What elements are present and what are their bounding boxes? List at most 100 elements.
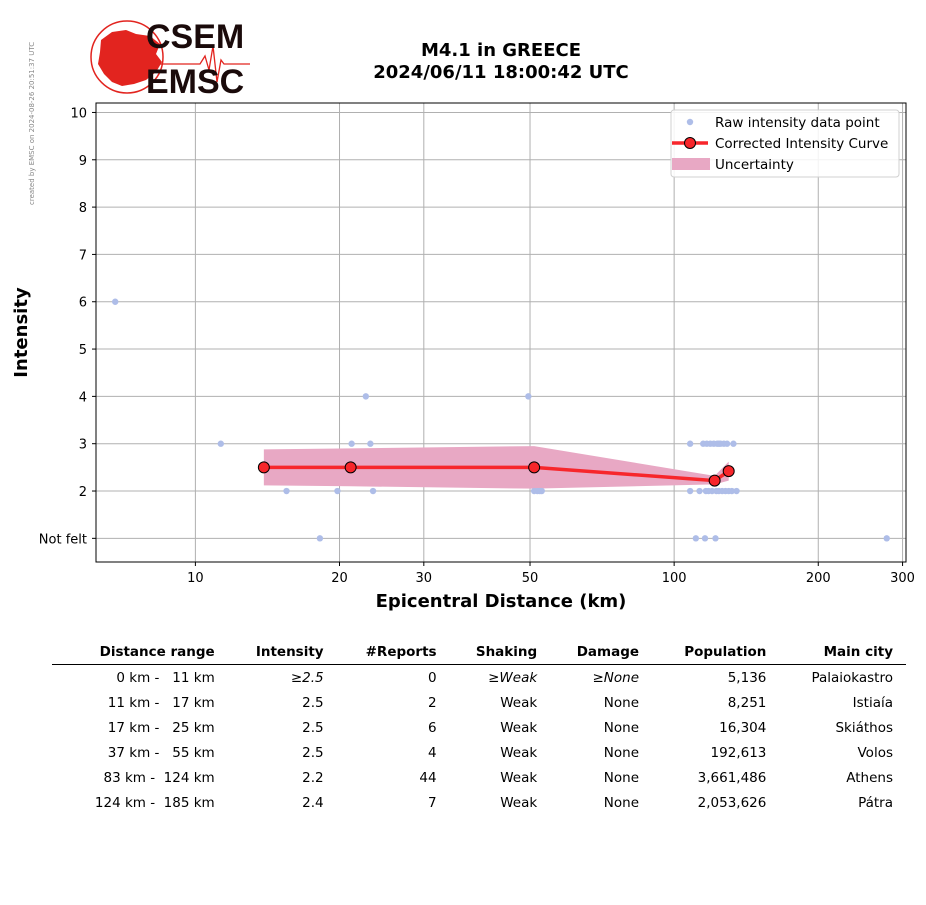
legend-label: Raw intensity data point: [715, 115, 880, 131]
raw-data-point: [316, 535, 324, 542]
table-header-cell: #Reports: [336, 640, 450, 665]
table-header-cell: Distance range: [52, 640, 228, 665]
table-cell-city: Volos: [857, 744, 894, 761]
table-cell-population: 2,053,626: [697, 794, 767, 811]
raw-data-point: [525, 393, 532, 400]
raw-data-point: [692, 535, 700, 542]
x-tick-label: 300: [890, 571, 915, 586]
legend-label: Corrected Intensity Curve: [715, 136, 888, 152]
table-cell-city: Pátra: [858, 794, 893, 811]
legend-raw-marker: [686, 118, 694, 126]
table-cell-damage: None: [603, 769, 640, 786]
raw-data-point: [696, 487, 703, 495]
table-cell-range: 83 km - 124 km: [103, 769, 215, 786]
y-tick-label: 5: [79, 343, 87, 358]
legend-box: [670, 109, 900, 178]
y-tick-label: 6: [79, 296, 87, 311]
chart-subtitle: 2024/06/11 18:00:42 UTC: [373, 62, 629, 83]
table-cell-range: 17 km - 25 km: [107, 719, 215, 736]
table-header-cell: Shaking: [449, 640, 551, 665]
curve-point: [344, 461, 357, 474]
table-cell-reports: 0: [427, 669, 437, 686]
raw-data-point: [733, 487, 740, 495]
table-cell-damage: None: [603, 694, 640, 711]
y-tick-label: 2: [79, 485, 87, 500]
table-cell-intensity: 2.5: [302, 744, 324, 761]
table-cell-intensity: 2.5: [302, 694, 324, 711]
table-cell-population: 3,661,486: [697, 769, 767, 786]
x-tick-label: 20: [331, 571, 348, 586]
raw-data-point: [701, 535, 709, 542]
logo-europe-map: [98, 30, 162, 86]
table-cell-reports: 44: [419, 769, 437, 786]
plot-frame: [95, 102, 907, 563]
raw-data-point: [367, 440, 374, 447]
y-axis-label: Intensity: [11, 287, 32, 378]
table-cell-intensity: 2.5: [302, 719, 324, 736]
raw-data-point: [538, 487, 545, 495]
corrected-curve: [257, 461, 735, 487]
table-header-cell: Population: [652, 640, 780, 665]
raw-data-point: [217, 440, 225, 447]
curve-point: [708, 474, 721, 487]
table-cell-shaking: Weak: [500, 694, 538, 711]
x-tick-label: 10: [187, 571, 204, 586]
table-header-cell: Intensity: [227, 640, 337, 665]
table-cell-damage: None: [603, 744, 640, 761]
table-cell-shaking: Weak: [500, 794, 538, 811]
table-cell-reports: 6: [427, 719, 437, 736]
logo-text-emsc: EMSC: [146, 63, 244, 101]
raw-data-point: [686, 487, 694, 495]
y-tick-label: 10: [70, 106, 87, 121]
summary-table: Distance range Intensity #Reports Shaking Da…: [52, 640, 906, 815]
y-tick-label: 8: [79, 201, 87, 216]
x-tick-label: 30: [416, 571, 433, 586]
raw-data-point: [369, 487, 377, 495]
table-cell-range: 124 km - 185 km: [94, 794, 215, 811]
table-cell-range: 11 km - 17 km: [107, 694, 215, 711]
table-cell-intensity: 2.2: [302, 769, 324, 786]
x-axis-label: Epicentral Distance (km): [376, 591, 627, 612]
table-row: 124 km - 185 km 2.4 7 Weak None 2,053,626 Pátr…: [52, 790, 906, 815]
raw-data-point: [686, 440, 694, 447]
table-cell-range: 0 km - 11 km: [116, 669, 215, 686]
table-cell-reports: 2: [427, 694, 437, 711]
table-cell-damage: None: [603, 794, 640, 811]
x-tick-label: 200: [806, 571, 831, 586]
logo-ring: [90, 20, 164, 94]
table-cell-population: 8,251: [727, 694, 767, 711]
x-tick-label: 100: [662, 571, 687, 586]
table-cell-city: Istiaía: [852, 694, 893, 711]
table-row: 83 km - 124 km 2.2 44 Weak None 3,661,486 Athe…: [52, 765, 906, 790]
curve-point: [528, 461, 541, 474]
legend-uncertainty-swatch: [672, 158, 710, 170]
table-cell-reports: 4: [427, 744, 437, 761]
table-body: 0 km - 11 km ≥2.5 0 ≥Weak ≥None 5,136 Palaioka…: [52, 665, 906, 816]
raw-data-point: [283, 487, 290, 495]
table-cell-damage: None: [603, 719, 640, 736]
y-tick-label: 3: [79, 438, 87, 453]
x-tick-label: 50: [522, 571, 539, 586]
raw-data-point: [883, 535, 890, 542]
table-header-cell: Main city: [779, 640, 906, 665]
y-tick-label: 4: [79, 390, 87, 405]
curve-point: [722, 465, 735, 478]
table-row: 0 km - 11 km ≥2.5 0 ≥Weak ≥None 5,136 Palaioka…: [52, 665, 906, 691]
raw-points: [112, 298, 890, 542]
y-tick-label: 7: [79, 248, 87, 263]
table-cell-population: 5,136: [727, 669, 767, 686]
raw-data-point: [728, 487, 736, 495]
table-cell-shaking: ≥Weak: [488, 669, 538, 686]
table-header-cell: Damage: [550, 640, 653, 665]
logo-seismogram: [160, 45, 250, 83]
table-row: 37 km - 55 km 2.5 4 Weak None 192,613 Volos: [52, 740, 906, 765]
raw-data-point: [112, 298, 119, 305]
table-cell-shaking: Weak: [500, 744, 538, 761]
y-tick-label: Not felt: [39, 532, 87, 547]
raw-data-point: [362, 393, 370, 400]
table-row: 17 km - 25 km 2.5 6 Weak None 16,304 Skiáthos: [52, 715, 906, 740]
axes: 10 20 30 50 100 200 300 Not felt 2 3 4 5 6 7 8 9 10 Epice…: [11, 102, 915, 612]
table-cell-city: Palaiokastro: [811, 669, 893, 686]
table-cell-reports: 7: [427, 794, 437, 811]
table-cell-city: Skiáthos: [835, 719, 893, 736]
